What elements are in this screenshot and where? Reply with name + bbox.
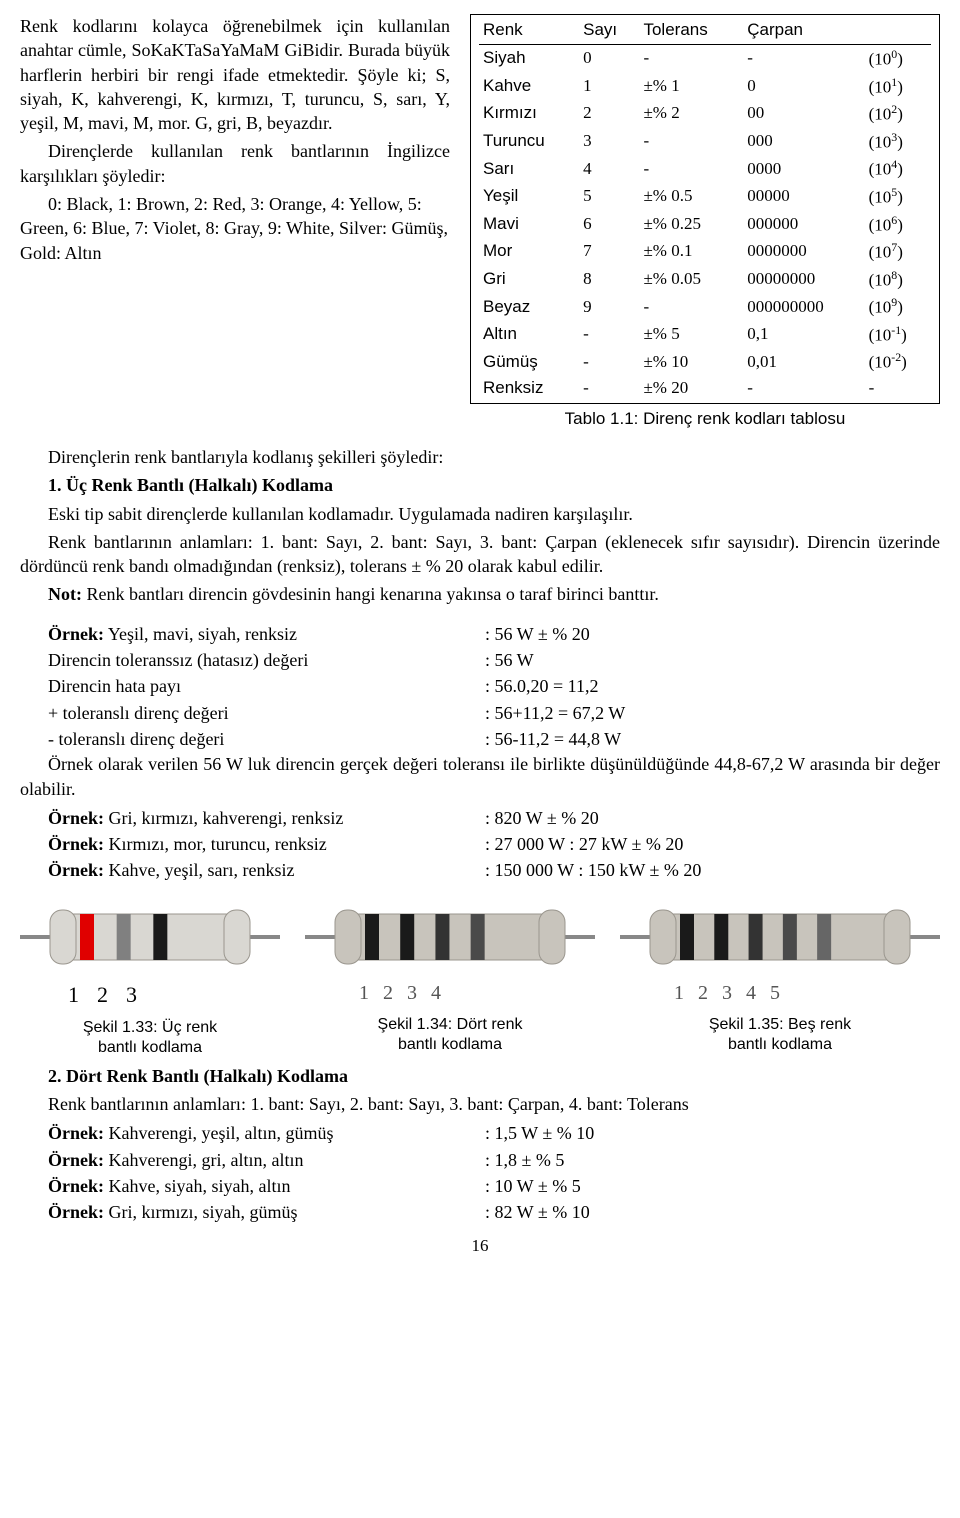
th-renk: Renk	[479, 19, 579, 44]
th-carpan: Çarpan	[743, 19, 931, 44]
ex-row: Direncin toleranssız (hatasız) değeri	[20, 647, 475, 673]
ex-row: Örnek: Gri, kırmızı, siyah, gümüş	[20, 1199, 475, 1225]
h2: 2. Dört Renk Bantlı (Halkalı) Kodlama	[20, 1064, 940, 1088]
table-row: Altın-±% 50,1(10-1)	[479, 321, 931, 349]
p7: Renk bantlarının anlamları: 1. bant: Say…	[20, 1092, 940, 1116]
ex-row: Örnek: Kahverengi, yeşil, altın, gümüş	[20, 1120, 475, 1146]
ex-row: Örnek: Kahve, yeşil, sarı, renksiz	[20, 857, 475, 883]
ex-row: Örnek: Gri, kırmızı, kahverengi, renksiz	[20, 805, 475, 831]
ex-row: - toleranslı direnç değeri	[20, 726, 475, 752]
p5: Renk bantlarının anlamları: 1. bant: Say…	[20, 530, 940, 579]
intro-p3: 0: Black, 1: Brown, 2: Red, 3: Orange, 4…	[20, 192, 450, 265]
h1: 1. Üç Renk Bantlı (Halkalı) Kodlama	[20, 473, 940, 497]
table-row: Renksiz-±% 20--	[479, 376, 931, 401]
p4: Eski tip sabit dirençlerde kullanılan ko…	[20, 502, 940, 526]
resistor-figures: 123 Şekil 1.33: Üç renkbantlı kodlama 12…	[20, 902, 940, 1058]
table-row: Gümüş-±% 100,01(10-2)	[479, 348, 931, 376]
table-row: Yeşil5±% 0.500000(105)	[479, 183, 931, 211]
ex-row: Örnek: Yeşil, mavi, siyah, renksiz	[20, 621, 475, 647]
table-caption: Tablo 1.1: Direnç renk kodları tablosu	[470, 408, 940, 431]
resistor-3band-icon	[20, 902, 280, 972]
resistor-5band-icon	[620, 902, 940, 972]
p6: Örnek olarak verilen 56 W luk direncin g…	[20, 752, 940, 801]
intro-p1: Renk kodlarını kolayca öğrenebilmek için…	[20, 14, 450, 135]
th-tol: Tolerans	[639, 19, 743, 44]
resistor-4band-icon	[305, 902, 595, 972]
body-intro: Dirençlerin renk bantlarıyla kodlanış şe…	[20, 445, 940, 469]
ex-row: Direncin hata payı	[20, 673, 475, 699]
table-row: Turuncu3-000(103)	[479, 128, 931, 156]
color-code-table: Renk Sayı Tolerans Çarpan Siyah0--(100)K…	[470, 14, 940, 404]
ex-row: Örnek: Kahverengi, gri, altın, altın	[20, 1147, 475, 1173]
table-row: Sarı4-0000(104)	[479, 155, 931, 183]
table-row: Siyah0--(100)	[479, 44, 931, 72]
table-row: Mor7±% 0.10000000(107)	[479, 238, 931, 266]
note: Not: Renk bantları direncin gövdesinin h…	[20, 582, 940, 606]
table-row: Kırmızı2±% 200(102)	[479, 100, 931, 128]
table-row: Mavi6±% 0.25000000(106)	[479, 211, 931, 239]
table-row: Gri8±% 0.0500000000(108)	[479, 266, 931, 294]
ex-row: + toleranslı direnç değeri	[20, 700, 475, 726]
ex-row: Örnek: Kahve, siyah, siyah, altın	[20, 1173, 475, 1199]
intro-block: Renk kodlarını kolayca öğrenebilmek için…	[20, 14, 450, 431]
ex-row: Örnek: Kırmızı, mor, turuncu, renksiz	[20, 831, 475, 857]
th-sayi: Sayı	[579, 19, 639, 44]
intro-p2: Dirençlerde kullanılan renk bantlarının …	[20, 139, 450, 188]
table-row: Beyaz9-000000000(109)	[479, 293, 931, 321]
page-number: 16	[20, 1235, 940, 1258]
table-row: Kahve1±% 10(101)	[479, 73, 931, 101]
